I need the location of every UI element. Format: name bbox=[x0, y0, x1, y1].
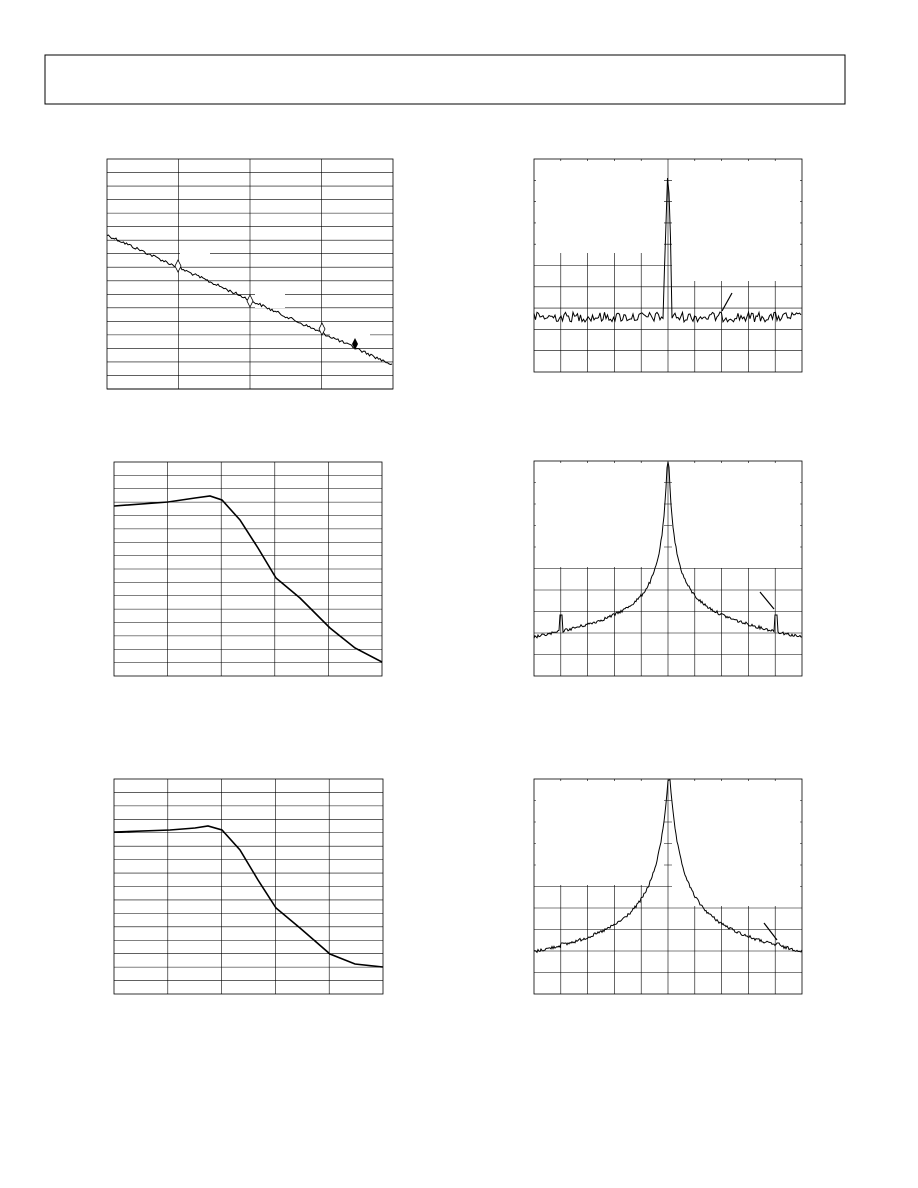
arrow bbox=[763, 922, 778, 941]
plot-frame bbox=[113, 778, 384, 995]
label-mask bbox=[672, 781, 800, 906]
trace bbox=[113, 495, 383, 663]
label-mask bbox=[672, 463, 800, 568]
plot-frame bbox=[533, 158, 803, 373]
label-mask bbox=[180, 245, 210, 263]
plot-frame bbox=[533, 778, 803, 995]
header-box bbox=[44, 54, 846, 105]
label-mask bbox=[330, 325, 370, 339]
label-mask bbox=[672, 161, 800, 281]
plot-frame bbox=[113, 461, 383, 677]
arrow bbox=[759, 591, 775, 610]
plot-frame bbox=[533, 460, 803, 677]
trace bbox=[533, 461, 802, 639]
marker-diamond bbox=[246, 294, 254, 308]
label-mask bbox=[536, 161, 664, 253]
marker-diamond bbox=[352, 338, 358, 350]
trace bbox=[533, 177, 802, 324]
label-mask bbox=[255, 290, 285, 308]
marker-diamond bbox=[318, 322, 326, 336]
trace bbox=[533, 779, 803, 954]
arrow bbox=[721, 292, 733, 312]
plot-panel bbox=[113, 461, 383, 677]
marker-diamond bbox=[174, 259, 182, 273]
plot-panel bbox=[113, 778, 384, 995]
trace bbox=[113, 825, 384, 968]
label-mask bbox=[536, 463, 664, 567]
label-mask bbox=[536, 781, 664, 885]
plot-panel bbox=[106, 158, 394, 390]
